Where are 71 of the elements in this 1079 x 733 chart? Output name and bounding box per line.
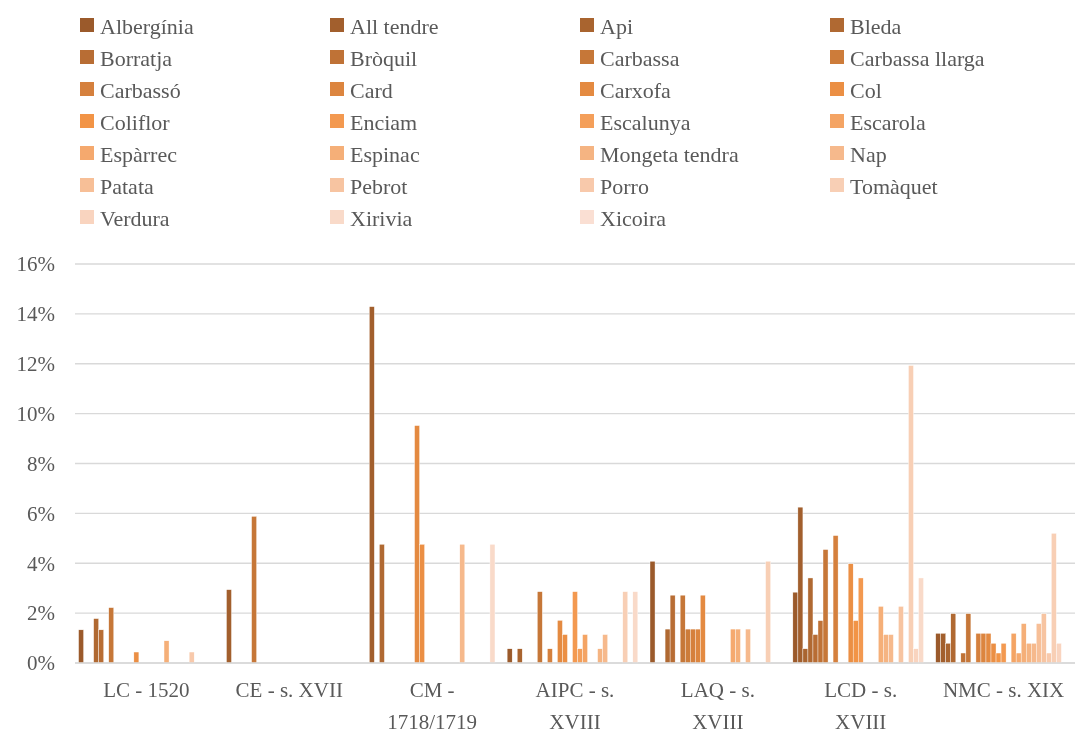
bar xyxy=(226,589,232,664)
bar xyxy=(108,607,114,664)
x-tick-label: LAQ - s. XVIII xyxy=(680,678,755,733)
legend-label: Espinac xyxy=(350,141,420,167)
legend-label: Carbassó xyxy=(100,77,181,103)
bar xyxy=(649,561,656,664)
bar xyxy=(188,651,195,664)
bar xyxy=(1010,633,1017,664)
bar xyxy=(133,651,140,664)
legend-label: Espàrrec xyxy=(100,141,178,167)
bar xyxy=(369,306,375,664)
bar xyxy=(878,606,884,664)
bar xyxy=(379,544,385,664)
bar xyxy=(78,629,84,664)
y-tick-label: 14% xyxy=(16,302,55,327)
y-tick-label: 4% xyxy=(27,551,55,576)
legend-label: Escalunya xyxy=(600,109,691,135)
x-tick-label: LCD - s. XVIII xyxy=(824,678,898,733)
legend-label: Xirivia xyxy=(350,205,413,231)
bar xyxy=(547,648,553,664)
bar xyxy=(898,606,904,664)
x-tick-label: AIPC - s. XVIII xyxy=(535,678,615,733)
legend-label: Carbassa xyxy=(600,45,680,71)
x-tick-label: LC - 1520 xyxy=(103,678,190,702)
legend-label: Verdura xyxy=(100,205,170,231)
bar xyxy=(517,648,523,664)
legend-label: Api xyxy=(600,13,633,39)
y-tick-label: 10% xyxy=(16,401,55,426)
bar xyxy=(832,535,839,664)
legend-label: Carbassa llarga xyxy=(850,45,985,71)
bar xyxy=(572,591,578,664)
y-tick-label: 8% xyxy=(27,451,55,476)
legend-label: Col xyxy=(850,77,882,103)
legend-label: Borratja xyxy=(100,45,173,71)
legend-label: Card xyxy=(350,77,393,103)
y-tick-label: 12% xyxy=(16,352,55,377)
legend-label: Xicoira xyxy=(600,205,667,231)
x-tick-label: CM - 1718/1719 xyxy=(387,678,478,733)
bar xyxy=(765,561,771,664)
legend-label: Bleda xyxy=(850,13,902,39)
bar xyxy=(632,591,639,664)
bar xyxy=(908,365,914,664)
legend-label: Mongeta tendra xyxy=(600,141,739,167)
legend-label: Porro xyxy=(600,173,649,199)
legend-label: Bròquil xyxy=(350,45,418,71)
y-tick-label: 2% xyxy=(27,601,55,626)
x-tick-label: NMC - s. XIX xyxy=(942,678,1065,702)
bar xyxy=(679,594,686,664)
y-tick-label: 6% xyxy=(27,501,55,526)
bar xyxy=(537,591,543,664)
bar xyxy=(506,648,513,664)
y-tick-label: 0% xyxy=(27,651,55,676)
bar xyxy=(489,544,496,664)
legend-label: All tendre xyxy=(350,13,439,39)
legend-label: Coliflor xyxy=(100,109,171,135)
x-tick-label: CE - s. XVII xyxy=(235,678,343,702)
legend-label: Enciam xyxy=(350,109,418,135)
bar xyxy=(163,640,170,664)
bar xyxy=(847,563,854,664)
legend-label: Escarola xyxy=(850,109,926,135)
bar xyxy=(251,516,257,664)
legend-label: Tomàquet xyxy=(850,173,938,199)
legend-label: Carxofa xyxy=(600,77,672,103)
y-tick-label: 16% xyxy=(16,252,55,277)
legend-label: Nap xyxy=(850,141,887,167)
legend-label: Patata xyxy=(100,173,154,199)
legend-label: Albergínia xyxy=(100,13,194,39)
bar xyxy=(622,591,628,664)
bar xyxy=(459,544,466,664)
legend-label: Pebrot xyxy=(350,173,408,199)
bar xyxy=(745,628,751,664)
